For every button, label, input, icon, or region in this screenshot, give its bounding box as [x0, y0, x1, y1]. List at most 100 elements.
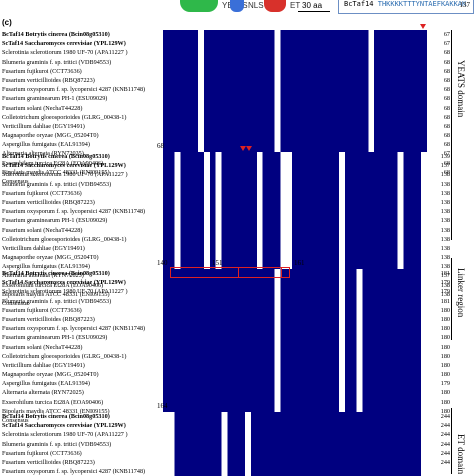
end-position: 68: [443, 76, 450, 84]
species-name: Fusarium fujikuroi (CCT73636): [2, 189, 82, 197]
sequence-shading: [157, 388, 427, 398]
sequence-row: [157, 112, 427, 122]
species-name: Fusarium verticillioides (RBQ87223): [2, 198, 95, 206]
species-name: Exserohilum turcica Et28A (EOA90406): [2, 159, 104, 167]
site-marker-icon: [240, 146, 246, 151]
end-position: 180: [440, 352, 450, 360]
block-start-position: 164: [157, 402, 168, 410]
end-position: 68: [443, 58, 450, 66]
sequence-row: [157, 39, 427, 49]
species-name: Alternaria alternata (RYN72025): [2, 389, 84, 397]
sequence-shading: [157, 467, 427, 476]
sequence-row: [157, 30, 427, 40]
sequence-shading: [157, 48, 427, 58]
species-name: Fusarium verticillioides (RBQ87223): [2, 315, 95, 323]
sequence-row: [157, 243, 427, 254]
scale-bar-label: 30 aa: [302, 1, 323, 10]
end-position: 244: [440, 449, 450, 457]
end-position: 138: [440, 281, 450, 289]
end-position: 180: [440, 325, 450, 333]
sequence-row: [157, 262, 427, 272]
sequence-shading: [157, 66, 427, 76]
species-name: Magnaporthe oryzae (MGG_05204T0): [2, 132, 99, 140]
linker-region-label: Linker region: [456, 268, 466, 318]
species-name: Sclerotinia sclerotiorum 1980 UF-70 (APA…: [2, 288, 128, 296]
species-name: Fusarium solani (NechaT44228): [2, 343, 83, 351]
sequence-row: [157, 360, 427, 371]
species-name: Fusarium fujikuroi (CCT73636): [2, 67, 82, 75]
block-start-position: 140: [157, 259, 168, 267]
sequence-shading: [157, 121, 427, 132]
sequence-shading: [157, 314, 427, 325]
site-marker-icon: [420, 24, 426, 29]
position-tick-label: 151: [212, 259, 223, 267]
sequence-shading: [157, 278, 427, 288]
legend-nls-label: NLS: [248, 1, 264, 10]
end-position: 244: [440, 422, 450, 430]
sequence-shading: [157, 324, 427, 334]
end-position: 180: [440, 407, 450, 415]
species-names: BcTaf14 Botrytis cinerea (Bcin08g05310) S…: [2, 412, 154, 476]
sequence-shading: [157, 152, 427, 162]
species-name: Magnaporthe oryzae (MGG_05204T0): [2, 371, 99, 379]
sequence-row: [157, 296, 427, 306]
sequence-shading: [157, 351, 427, 361]
end-position: [430, 467, 450, 476]
sequence-shading: [157, 197, 427, 208]
sequence-row: [157, 161, 427, 171]
species-name: Fusarium graminearum PH-1 (ESU09029): [2, 334, 108, 342]
sequence-row: [157, 140, 427, 150]
sequence-row: [157, 216, 427, 226]
end-position: 244: [440, 413, 450, 420]
legend-et-swatch: [264, 0, 286, 12]
species-name: Colletotrichum gloeosporioides (GLRG_004…: [2, 235, 127, 243]
position-tick-label: 161: [294, 259, 305, 267]
species-name: Magnaporthe oryzae (MGG_05204T0): [2, 254, 99, 262]
species-name: Verticillium dahliae (EGY19491): [2, 361, 85, 369]
sequence-row: [157, 439, 427, 449]
sequence-shading: [157, 112, 427, 122]
end-position: 138: [440, 244, 450, 252]
species-name: Aspergillus fumigatus (EAL91394): [2, 380, 90, 388]
end-position: 180: [440, 371, 450, 379]
sequence-row: [157, 379, 427, 389]
sequence-shading: [157, 342, 427, 352]
sequence-row: [157, 314, 427, 325]
sequence-row: [157, 179, 427, 189]
sequence-shading: [157, 225, 427, 235]
sequence-shading: [157, 57, 427, 67]
sequence-shading: [157, 269, 427, 279]
sequence-shading: [157, 262, 427, 272]
end-position: 137: [440, 272, 450, 280]
sequence-shading: [157, 253, 427, 263]
sequence-row: [157, 370, 427, 380]
species-name: ScTaf14 Saccharomyces cerevisiae (YPL129…: [2, 422, 126, 430]
end-position: 179: [440, 380, 450, 388]
sequence-row: [157, 197, 427, 208]
sequence-row: [157, 103, 427, 113]
sequence-shading: [157, 406, 427, 416]
sequence-row: [157, 421, 427, 431]
end-position: 180: [440, 306, 450, 314]
species-name: BcTaf14 Botrytis cinerea (Bcin08g05310): [2, 270, 110, 277]
sequence-rows: [157, 412, 427, 476]
sequence-shading: [157, 243, 427, 254]
consensus-label: Consensus: [2, 300, 29, 307]
end-positions: 139 137 138 138 138 138 138 138 138 138 138 138 138 1…: [430, 152, 450, 308]
sequence-row: [157, 225, 427, 235]
sequence-row: [157, 430, 427, 440]
species-name: ScTaf14 Saccharomyces cerevisiae (YPL129…: [2, 162, 126, 170]
panel-label: (c): [2, 18, 12, 27]
sequence-row: [157, 207, 427, 217]
sequence-row: [157, 170, 427, 180]
sequence-shading: [157, 85, 427, 95]
site-marker-icon: [246, 146, 252, 151]
species-name: Blumeria graminis f. sp. tritici (VDB945…: [2, 440, 112, 448]
species-name: Fusarium oxysporum f. sp. lycopersici 42…: [2, 86, 146, 94]
species-name: Fusarium graminearum PH-1 (ESU09029): [2, 217, 108, 225]
sequence-shading: [157, 140, 427, 150]
sequence-row: [157, 448, 427, 458]
sequence-row: [157, 457, 427, 468]
species-name: Alternaria alternata (RYN72025): [2, 150, 84, 158]
top-sequence: BcTaf14 THKKKKTTTYNTAEFKAKKAK: [344, 0, 466, 8]
